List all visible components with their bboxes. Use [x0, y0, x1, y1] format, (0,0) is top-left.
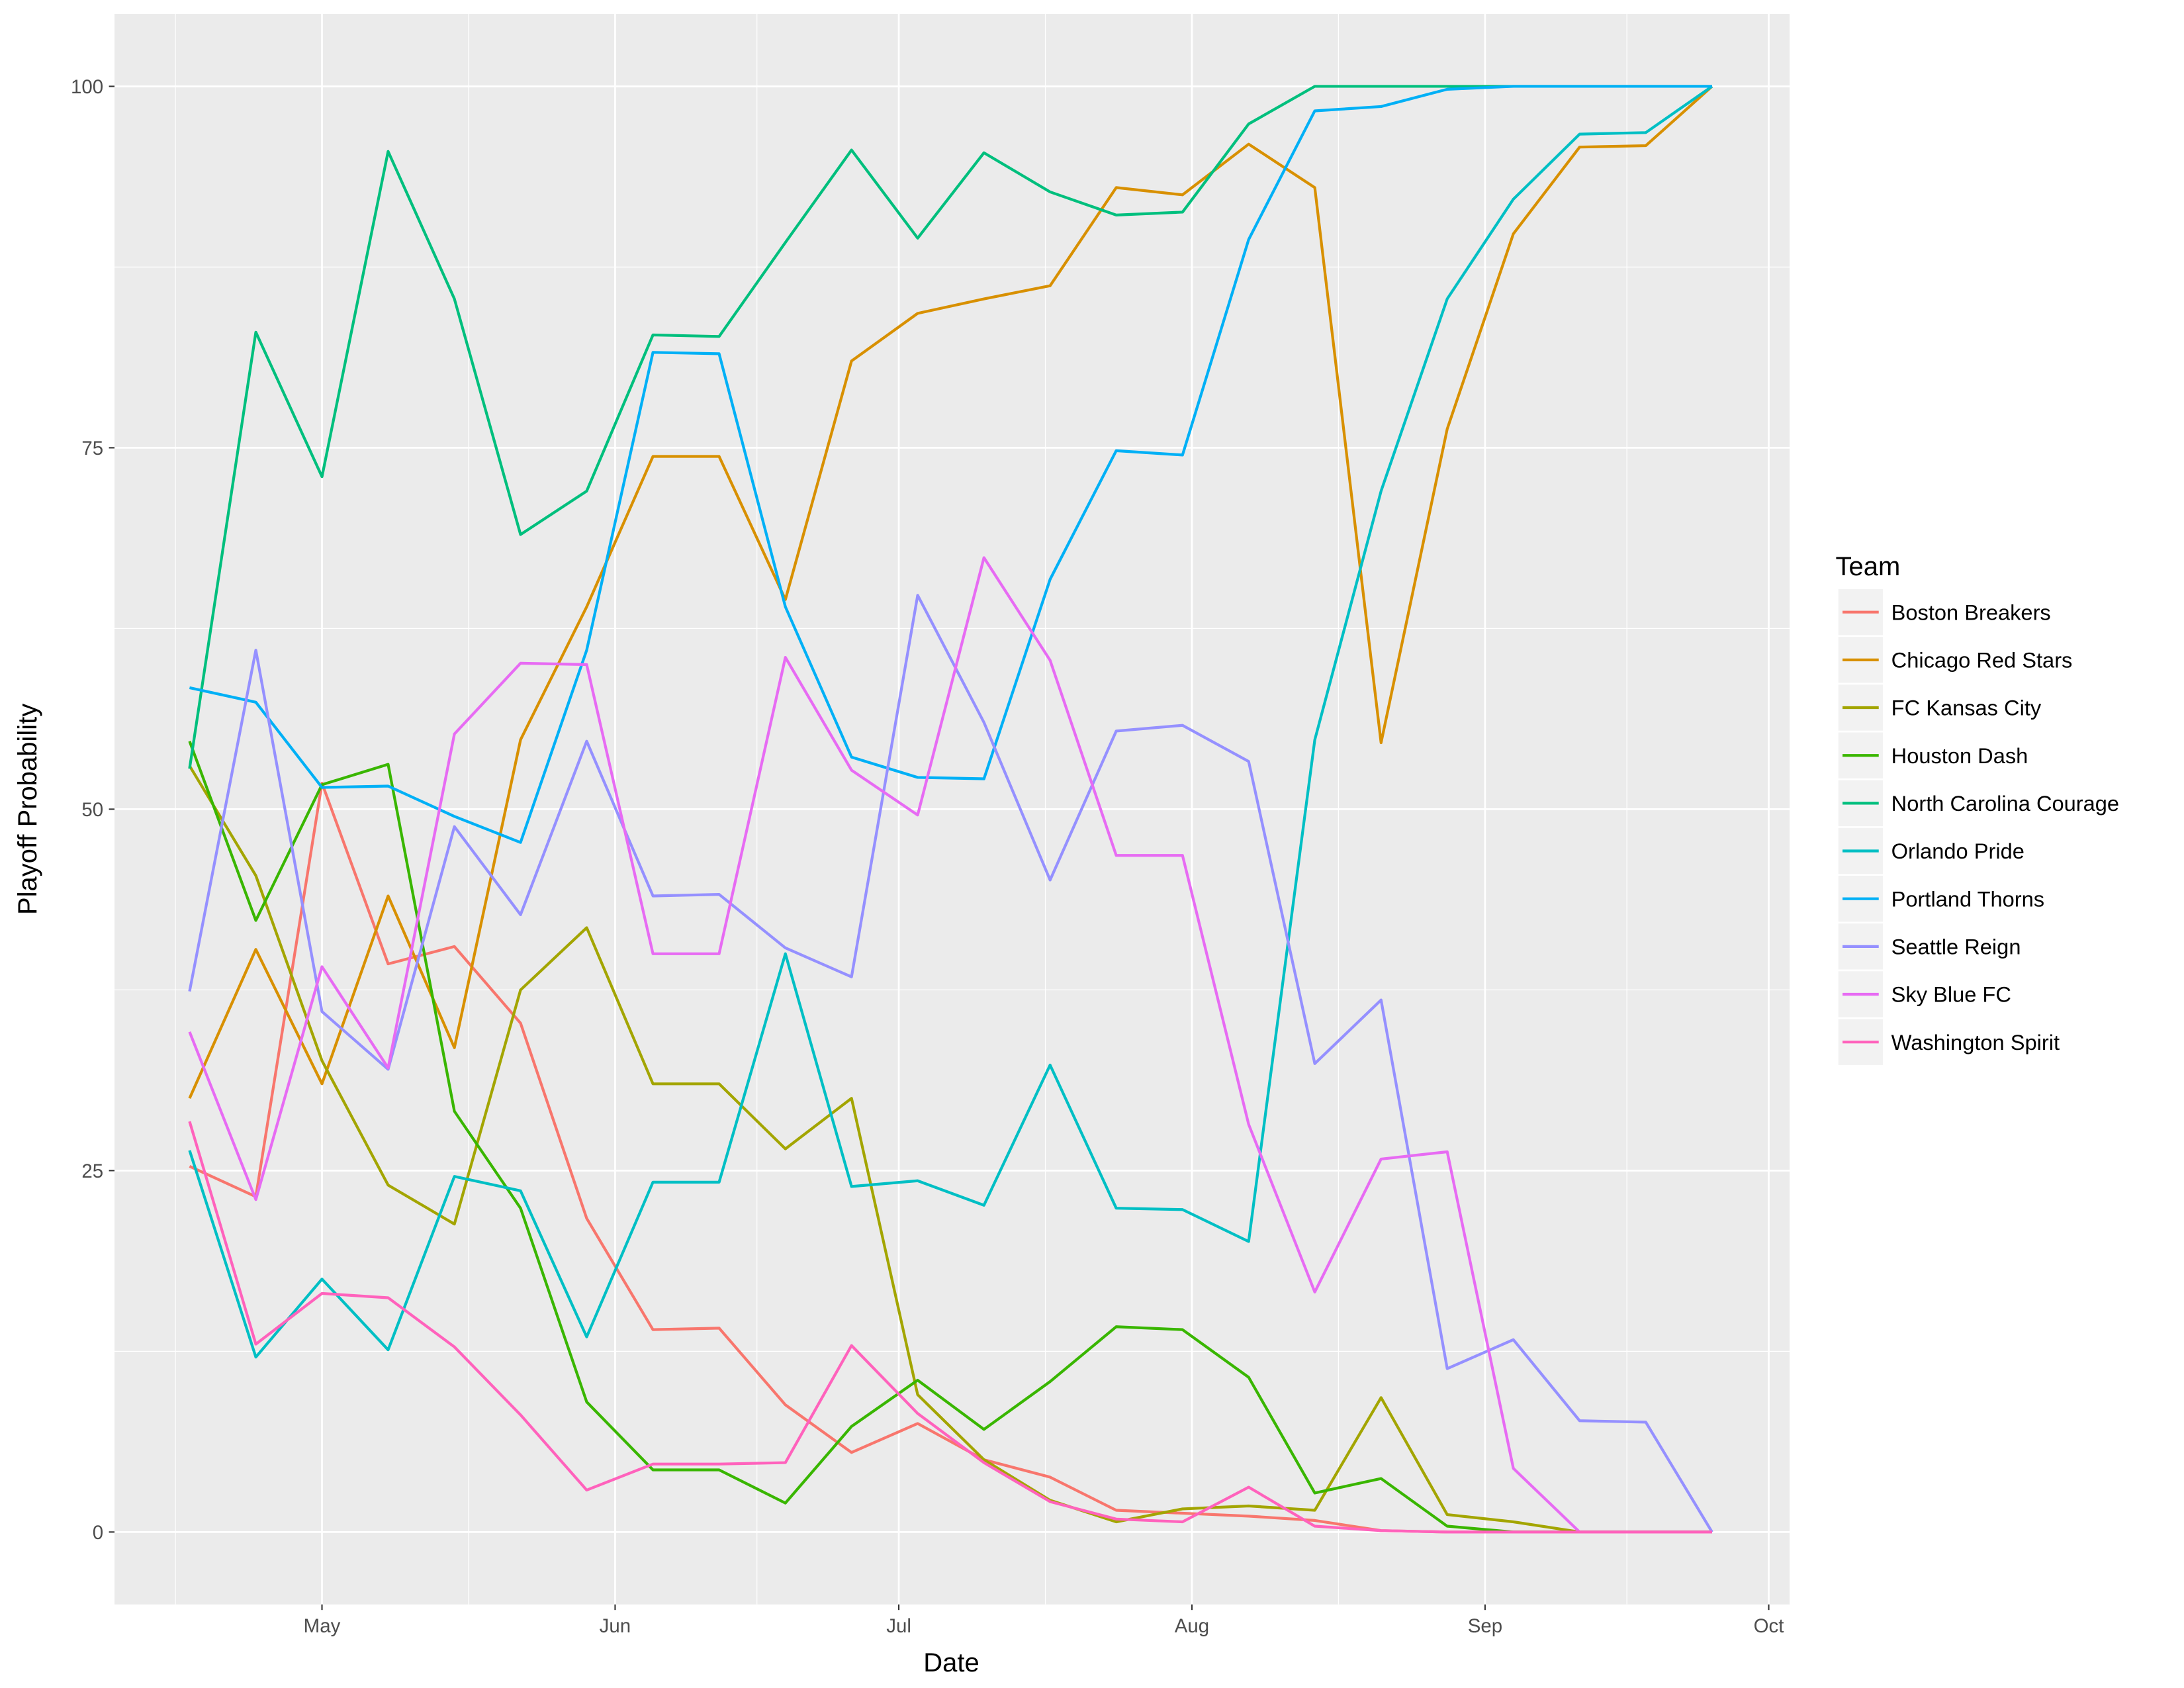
series-portland-thorns: [189, 85, 1712, 844]
legend: Team Boston Breakers Chicago Red Stars FC …: [1836, 552, 2119, 1065]
line-seattle-reign: [188, 594, 1713, 1533]
legend-label: Chicago Red Stars: [1891, 647, 2073, 672]
legend-label: Orlando Pride: [1891, 839, 2025, 863]
legend-label: Houston Dash: [1891, 743, 2028, 768]
x-tick-label: Oct: [1754, 1615, 1784, 1637]
y-tick-label: 25: [81, 1160, 103, 1182]
legend-item-houston-dash: Houston Dash: [1838, 732, 2028, 778]
y-tick-label: 0: [93, 1522, 103, 1544]
x-tick-label: Jul: [886, 1615, 911, 1637]
legend-label: Sky Blue FC: [1891, 982, 2011, 1007]
legend-item-portland-thorns: Portland Thorns: [1838, 875, 2044, 922]
y-tick-label: 100: [71, 76, 103, 98]
legend-item-fc-kansas-city: FC Kansas City: [1838, 684, 2042, 731]
line-orlando-pride: [188, 85, 1713, 1359]
legend-label: Portland Thorns: [1891, 886, 2044, 911]
x-tick-label: May: [304, 1615, 341, 1637]
y-tick-label: 50: [81, 799, 103, 821]
line-fc-kansas-city: [188, 765, 1712, 1534]
series-seattle-reign: [188, 594, 1713, 1533]
line-portland-thorns: [189, 85, 1712, 844]
y-tick-label: 75: [81, 438, 103, 459]
legend-item-north-carolina-courage: North Carolina Courage: [1838, 780, 2119, 827]
line-sky-blue-fc: [188, 556, 1712, 1534]
x-tick-label: Jun: [600, 1615, 631, 1637]
legend-label: FC Kansas City: [1891, 696, 2042, 720]
series-north-carolina-courage: [188, 85, 1712, 769]
series-washington-spirit: [188, 1121, 1712, 1534]
legend-item-boston-breakers: Boston Breakers: [1838, 588, 2051, 635]
legend-item-seattle-reign: Seattle Reign: [1838, 923, 2021, 970]
x-axis-label: Date: [923, 1648, 979, 1677]
legend-label: Seattle Reign: [1891, 934, 2021, 959]
legend-label: North Carolina Courage: [1891, 791, 2119, 816]
line-houston-dash: [188, 740, 1712, 1534]
line-washington-spirit: [188, 1121, 1712, 1534]
legend-item-sky-blue-fc: Sky Blue FC: [1838, 971, 2011, 1017]
legend-title: Team: [1836, 552, 1901, 581]
y-axis-label: Playoff Probability: [13, 704, 42, 915]
line-chicago-red-stars: [188, 85, 1713, 1100]
series-chicago-red-stars: [188, 85, 1713, 1100]
legend-label: Washington Spirit: [1891, 1030, 2060, 1055]
legend-item-washington-spirit: Washington Spirit: [1838, 1019, 2060, 1065]
legend-label: Boston Breakers: [1891, 600, 2051, 624]
legend-item-orlando-pride: Orlando Pride: [1838, 827, 2025, 874]
legend-item-chicago-red-stars: Chicago Red Stars: [1838, 637, 2073, 683]
x-tick-label: Sep: [1468, 1615, 1502, 1637]
line-north-carolina-courage: [188, 85, 1712, 769]
x-tick-label: Aug: [1175, 1615, 1209, 1637]
